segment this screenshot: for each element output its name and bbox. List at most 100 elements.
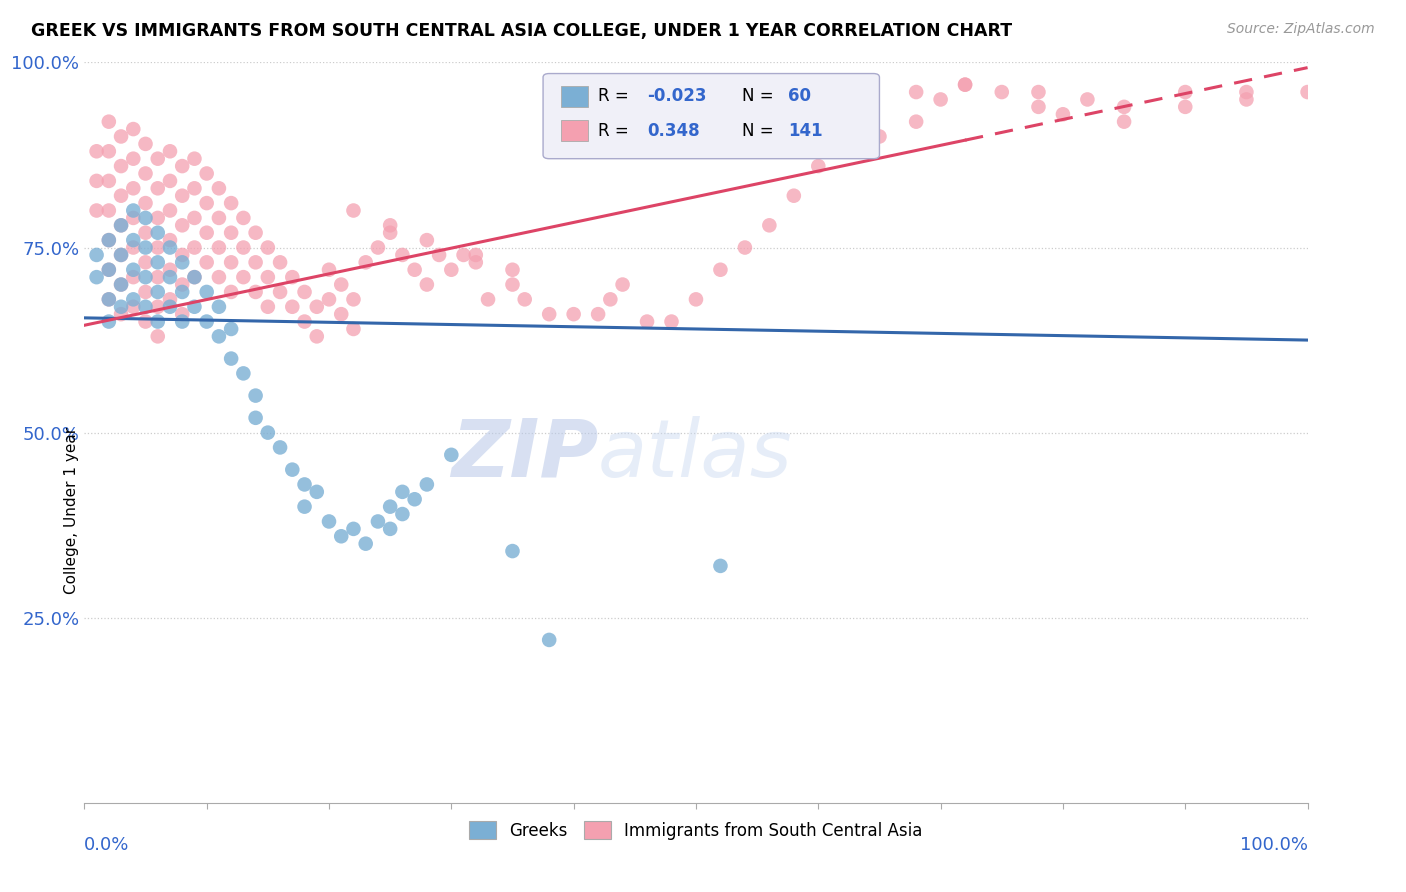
Point <box>86 174 108 188</box>
Text: atlas: atlas <box>598 416 793 494</box>
Point <box>294 500 316 514</box>
Point <box>110 129 132 144</box>
Point <box>135 166 157 180</box>
Point <box>905 85 928 99</box>
FancyBboxPatch shape <box>561 86 588 107</box>
Point <box>342 203 364 218</box>
Point <box>97 114 120 128</box>
Point <box>146 211 169 225</box>
Point <box>146 270 169 285</box>
Point <box>831 145 853 159</box>
Point <box>464 248 486 262</box>
Point <box>135 300 157 314</box>
Point <box>367 240 389 255</box>
Point <box>122 262 145 277</box>
Text: 100.0%: 100.0% <box>1240 836 1308 855</box>
Point <box>183 152 205 166</box>
Point <box>86 145 108 159</box>
Point <box>146 181 169 195</box>
Text: 0.348: 0.348 <box>647 121 700 140</box>
Point <box>1236 92 1258 106</box>
Point <box>122 203 145 218</box>
Point <box>391 507 413 521</box>
Point <box>305 300 328 314</box>
Point <box>354 536 377 550</box>
Point <box>146 285 169 299</box>
Point <box>86 248 108 262</box>
Point <box>734 240 756 255</box>
Point <box>1114 114 1136 128</box>
Point <box>661 314 683 328</box>
Point <box>86 203 108 218</box>
Point <box>427 248 450 262</box>
Point <box>538 307 561 321</box>
Point <box>135 136 157 151</box>
Point <box>135 240 157 255</box>
Point <box>110 248 132 262</box>
Point <box>245 410 267 425</box>
Text: -0.023: -0.023 <box>647 87 707 105</box>
Point <box>257 425 280 440</box>
Point <box>208 300 231 314</box>
Point <box>146 240 169 255</box>
Point <box>122 270 145 285</box>
Point <box>146 300 169 314</box>
Point <box>281 270 304 285</box>
Point <box>1236 85 1258 99</box>
Point <box>219 226 242 240</box>
Point <box>183 300 205 314</box>
Point <box>783 188 806 202</box>
Point <box>453 248 475 262</box>
Point <box>294 285 316 299</box>
Point <box>380 500 402 514</box>
Point <box>245 388 267 402</box>
Point <box>135 270 157 285</box>
Point <box>953 78 976 92</box>
Point <box>257 240 280 255</box>
Text: GREEK VS IMMIGRANTS FROM SOUTH CENTRAL ASIA COLLEGE, UNDER 1 YEAR CORRELATION CH: GREEK VS IMMIGRANTS FROM SOUTH CENTRAL A… <box>31 22 1012 40</box>
Point <box>86 270 108 285</box>
Point <box>869 129 891 144</box>
Point <box>97 233 120 247</box>
Point <box>110 188 132 202</box>
Text: N =: N = <box>742 87 779 105</box>
Point <box>97 293 120 307</box>
Point <box>135 285 157 299</box>
Point <box>219 322 242 336</box>
Point <box>232 367 254 381</box>
Point <box>342 322 364 336</box>
Point <box>257 300 280 314</box>
Point <box>135 255 157 269</box>
Point <box>110 248 132 262</box>
Point <box>404 262 426 277</box>
Point <box>636 314 658 328</box>
FancyBboxPatch shape <box>561 120 588 141</box>
Point <box>391 248 413 262</box>
Point <box>110 300 132 314</box>
Point <box>758 219 780 233</box>
Point <box>208 329 231 343</box>
Point <box>159 270 181 285</box>
Point <box>245 255 267 269</box>
Point <box>159 240 181 255</box>
Point <box>172 307 194 321</box>
Point <box>599 293 621 307</box>
Point <box>929 92 952 106</box>
Point <box>342 293 364 307</box>
Point <box>219 196 242 211</box>
Point <box>269 255 291 269</box>
Point <box>831 78 853 92</box>
Point <box>330 307 353 321</box>
Point <box>281 300 304 314</box>
Text: N =: N = <box>742 121 779 140</box>
Point <box>219 351 242 366</box>
Point <box>135 211 157 225</box>
Point <box>404 492 426 507</box>
Point <box>219 285 242 299</box>
Point <box>183 240 205 255</box>
Point <box>318 515 340 529</box>
Point <box>146 152 169 166</box>
Point <box>330 277 353 292</box>
Point <box>380 522 402 536</box>
Point <box>281 462 304 476</box>
